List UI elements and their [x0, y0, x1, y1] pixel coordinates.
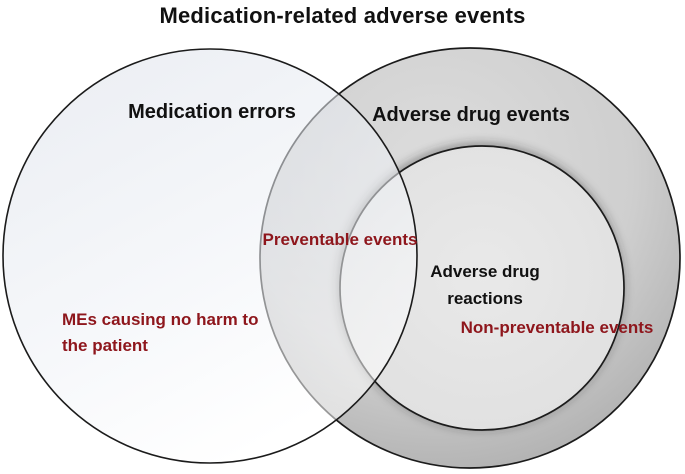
medication-errors-circle: [2, 48, 418, 464]
medication-errors-label: Medication errors: [128, 101, 296, 123]
adverse-drug-reactions-label: Adverse drug reactions: [430, 258, 540, 312]
adverse-drug-reactions-line2: reactions: [447, 289, 523, 308]
non-preventable-events-label: Non-preventable events: [460, 318, 654, 337]
adverse-drug-events-label: Adverse drug events: [372, 104, 570, 126]
diagram-title: Medication-related adverse events: [159, 3, 526, 28]
preventable-events-label: Preventable events: [262, 230, 418, 249]
mes-no-harm-line1: MEs causing no harm to: [62, 310, 259, 329]
adverse-drug-reactions-line1: Adverse drug: [430, 262, 540, 281]
mes-no-harm-label: MEs causing no harm to the patient: [62, 307, 258, 359]
mes-no-harm-line2: the patient: [62, 336, 148, 355]
